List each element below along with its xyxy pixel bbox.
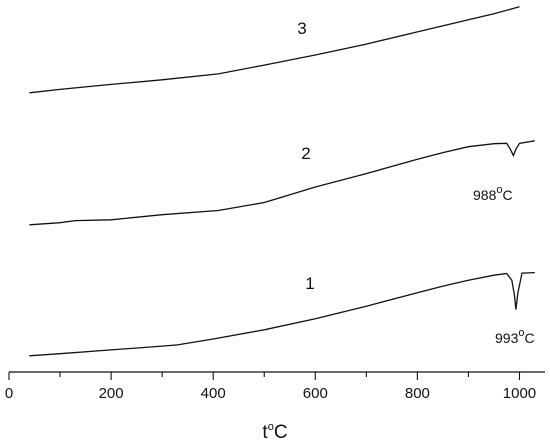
curve-2-line: [29, 140, 535, 226]
curve-1-line: [29, 271, 535, 357]
peak-annotation-value: 993: [495, 330, 519, 346]
peak-annotation-sup: o: [496, 184, 502, 196]
x-tick-label-0: 0: [5, 385, 13, 402]
curves-group: [29, 6, 535, 357]
x-axis-title-sup: o: [268, 421, 274, 433]
x-tick-label-400: 400: [201, 385, 226, 402]
x-tick-label-600: 600: [303, 385, 328, 402]
peak-annotation-curve-2: 988oC: [473, 184, 513, 203]
curve-3-label: 3: [297, 19, 306, 38]
peak-annotation-unit: C: [524, 330, 534, 346]
curve-2-label: 2: [301, 144, 310, 163]
curve-labels-group: 1 2 3: [297, 19, 314, 293]
peak-annotation-sup: o: [518, 327, 524, 339]
peak-annotation-unit: C: [502, 187, 512, 203]
curve-3-line: [29, 6, 520, 94]
x-tick-label-1000: 1000: [503, 385, 536, 402]
x-tick-label-200: 200: [99, 385, 124, 402]
peak-annotation-curve-1: 993oC: [495, 327, 535, 346]
x-axis-title: toC: [262, 421, 287, 443]
x-axis-title-base: t: [262, 422, 268, 443]
peak-annotation-value: 988: [473, 187, 497, 203]
curve-1-label: 1: [305, 274, 314, 293]
x-tick-label-800: 800: [405, 385, 430, 402]
x-axis-ticks: 0 200 400 600 800 1000: [5, 372, 536, 402]
x-axis-title-unit: C: [274, 422, 288, 443]
